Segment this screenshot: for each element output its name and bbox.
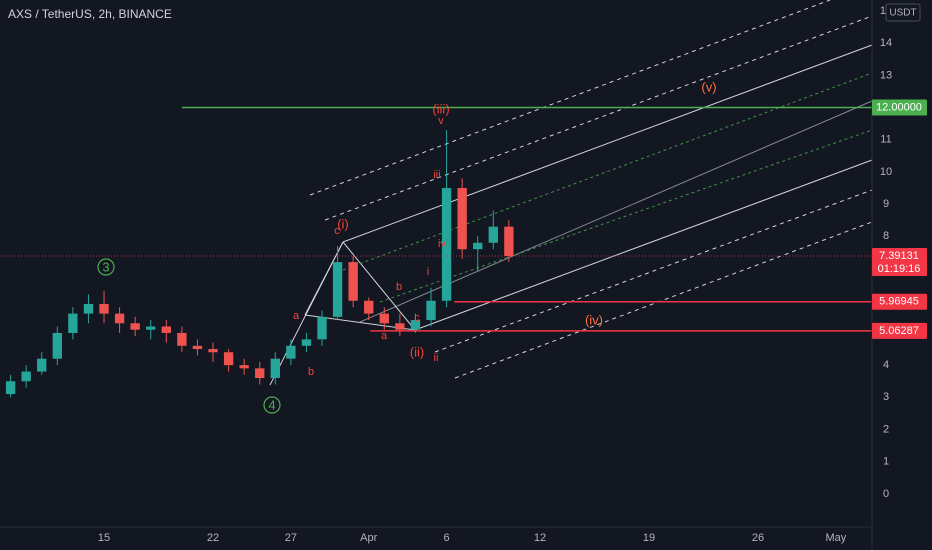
wave-label: c bbox=[414, 312, 420, 324]
price-label-box bbox=[872, 293, 927, 310]
candle-body bbox=[161, 326, 171, 333]
candle-body bbox=[130, 323, 140, 330]
wave-label: (iv) bbox=[585, 312, 603, 327]
wave-label: c bbox=[334, 225, 340, 237]
candle-body bbox=[5, 381, 16, 395]
candle-body bbox=[457, 188, 467, 250]
wave-label: iii bbox=[433, 169, 440, 181]
wave-label: b bbox=[308, 366, 314, 378]
wave-circle bbox=[263, 396, 281, 414]
y-tick-label: 13 bbox=[880, 69, 892, 81]
price-axis: 0123456789101113141512.000005.969455.062… bbox=[872, 5, 927, 500]
x-tick-label: 26 bbox=[752, 532, 764, 544]
x-tick-label: 19 bbox=[643, 532, 655, 544]
y-tick-label: 9 bbox=[883, 198, 889, 210]
wave-label: 3 bbox=[102, 259, 109, 274]
candle-body bbox=[504, 226, 514, 256]
x-tick-label: Apr bbox=[360, 532, 377, 544]
y-tick-label: 2 bbox=[883, 423, 889, 435]
candle-body bbox=[410, 320, 421, 330]
last-price-box bbox=[872, 247, 927, 276]
candle-body bbox=[364, 300, 374, 314]
candle-body bbox=[317, 316, 327, 340]
wave-label: i bbox=[427, 266, 429, 278]
wave-label: (v) bbox=[701, 79, 716, 94]
x-tick-label: May bbox=[825, 532, 846, 544]
candle-body bbox=[473, 242, 483, 250]
x-tick-label: 22 bbox=[207, 532, 219, 544]
candle-body bbox=[21, 371, 31, 382]
pitchfork-line bbox=[342, 44, 873, 243]
x-tick-label: 12 bbox=[534, 532, 546, 544]
candle-body bbox=[239, 365, 249, 369]
wave-label: a bbox=[381, 330, 388, 342]
last-price-label: 7.39131 bbox=[879, 250, 919, 262]
price-label: 5.96945 bbox=[879, 296, 919, 308]
candle-body bbox=[52, 332, 62, 359]
currency-badge[interactable] bbox=[885, 3, 921, 22]
y-tick-label: 1 bbox=[883, 456, 889, 468]
x-tick-label: 27 bbox=[285, 532, 297, 544]
wave-label: v bbox=[438, 115, 444, 127]
candle-body bbox=[286, 345, 296, 359]
x-tick-label: 15 bbox=[98, 532, 110, 544]
currency-label[interactable]: USDT bbox=[889, 8, 916, 19]
candle-body bbox=[208, 349, 218, 353]
candle-body bbox=[192, 345, 203, 350]
candle-body bbox=[348, 262, 358, 301]
wave-label: (i) bbox=[337, 216, 349, 231]
wave-label: (iii) bbox=[432, 101, 449, 116]
wave-circle bbox=[97, 258, 115, 276]
pitchfork-dashed bbox=[434, 189, 873, 353]
candle-body bbox=[270, 358, 280, 379]
pitchfork-green bbox=[379, 129, 873, 303]
candle-body bbox=[146, 326, 156, 330]
candle-body bbox=[395, 323, 405, 330]
wave-label: (ii) bbox=[410, 344, 424, 359]
pitchfork-dashed bbox=[324, 15, 873, 221]
x-tick-label: 6 bbox=[444, 532, 450, 544]
candle-body bbox=[488, 226, 498, 243]
y-tick-label: 0 bbox=[883, 488, 889, 500]
candle-body bbox=[379, 313, 389, 324]
candle-body bbox=[332, 262, 343, 317]
price-label-box bbox=[872, 322, 927, 339]
price-label-box bbox=[872, 99, 927, 116]
price-label: 5.06287 bbox=[879, 325, 919, 337]
y-tick-label: 8 bbox=[883, 230, 889, 242]
price-label: 12.00000 bbox=[876, 101, 922, 113]
y-tick-label: 10 bbox=[880, 166, 892, 178]
candle-body bbox=[255, 368, 265, 379]
candle-body bbox=[441, 188, 452, 301]
wave-label: a bbox=[293, 310, 300, 322]
y-tick-label: 3 bbox=[883, 391, 889, 403]
y-tick-label: 14 bbox=[880, 37, 892, 49]
candle-body bbox=[68, 313, 78, 333]
pitchfork-handle bbox=[342, 241, 416, 331]
y-tick-label: 4 bbox=[883, 359, 889, 371]
pitchfork-dashed bbox=[454, 221, 873, 379]
candle-body bbox=[177, 332, 187, 346]
candle-body bbox=[426, 300, 436, 321]
symbol-title: AXS / TetherUS, 2h, BINANCE bbox=[8, 7, 172, 21]
countdown-label: 01:19:16 bbox=[878, 263, 921, 275]
pitchfork-green bbox=[342, 72, 873, 271]
candle-body bbox=[99, 303, 109, 314]
pitchfork-handle bbox=[304, 241, 344, 316]
candle-body bbox=[223, 352, 234, 366]
candle-body bbox=[114, 313, 125, 324]
wave-label: iv bbox=[438, 238, 446, 250]
candle-body bbox=[83, 303, 94, 314]
wave-label: 4 bbox=[268, 397, 275, 412]
candle-body bbox=[37, 358, 47, 372]
wave-label: b bbox=[396, 281, 402, 293]
wave-label: ii bbox=[434, 352, 439, 364]
y-tick-label: 11 bbox=[880, 134, 891, 146]
candle-body bbox=[301, 339, 312, 346]
